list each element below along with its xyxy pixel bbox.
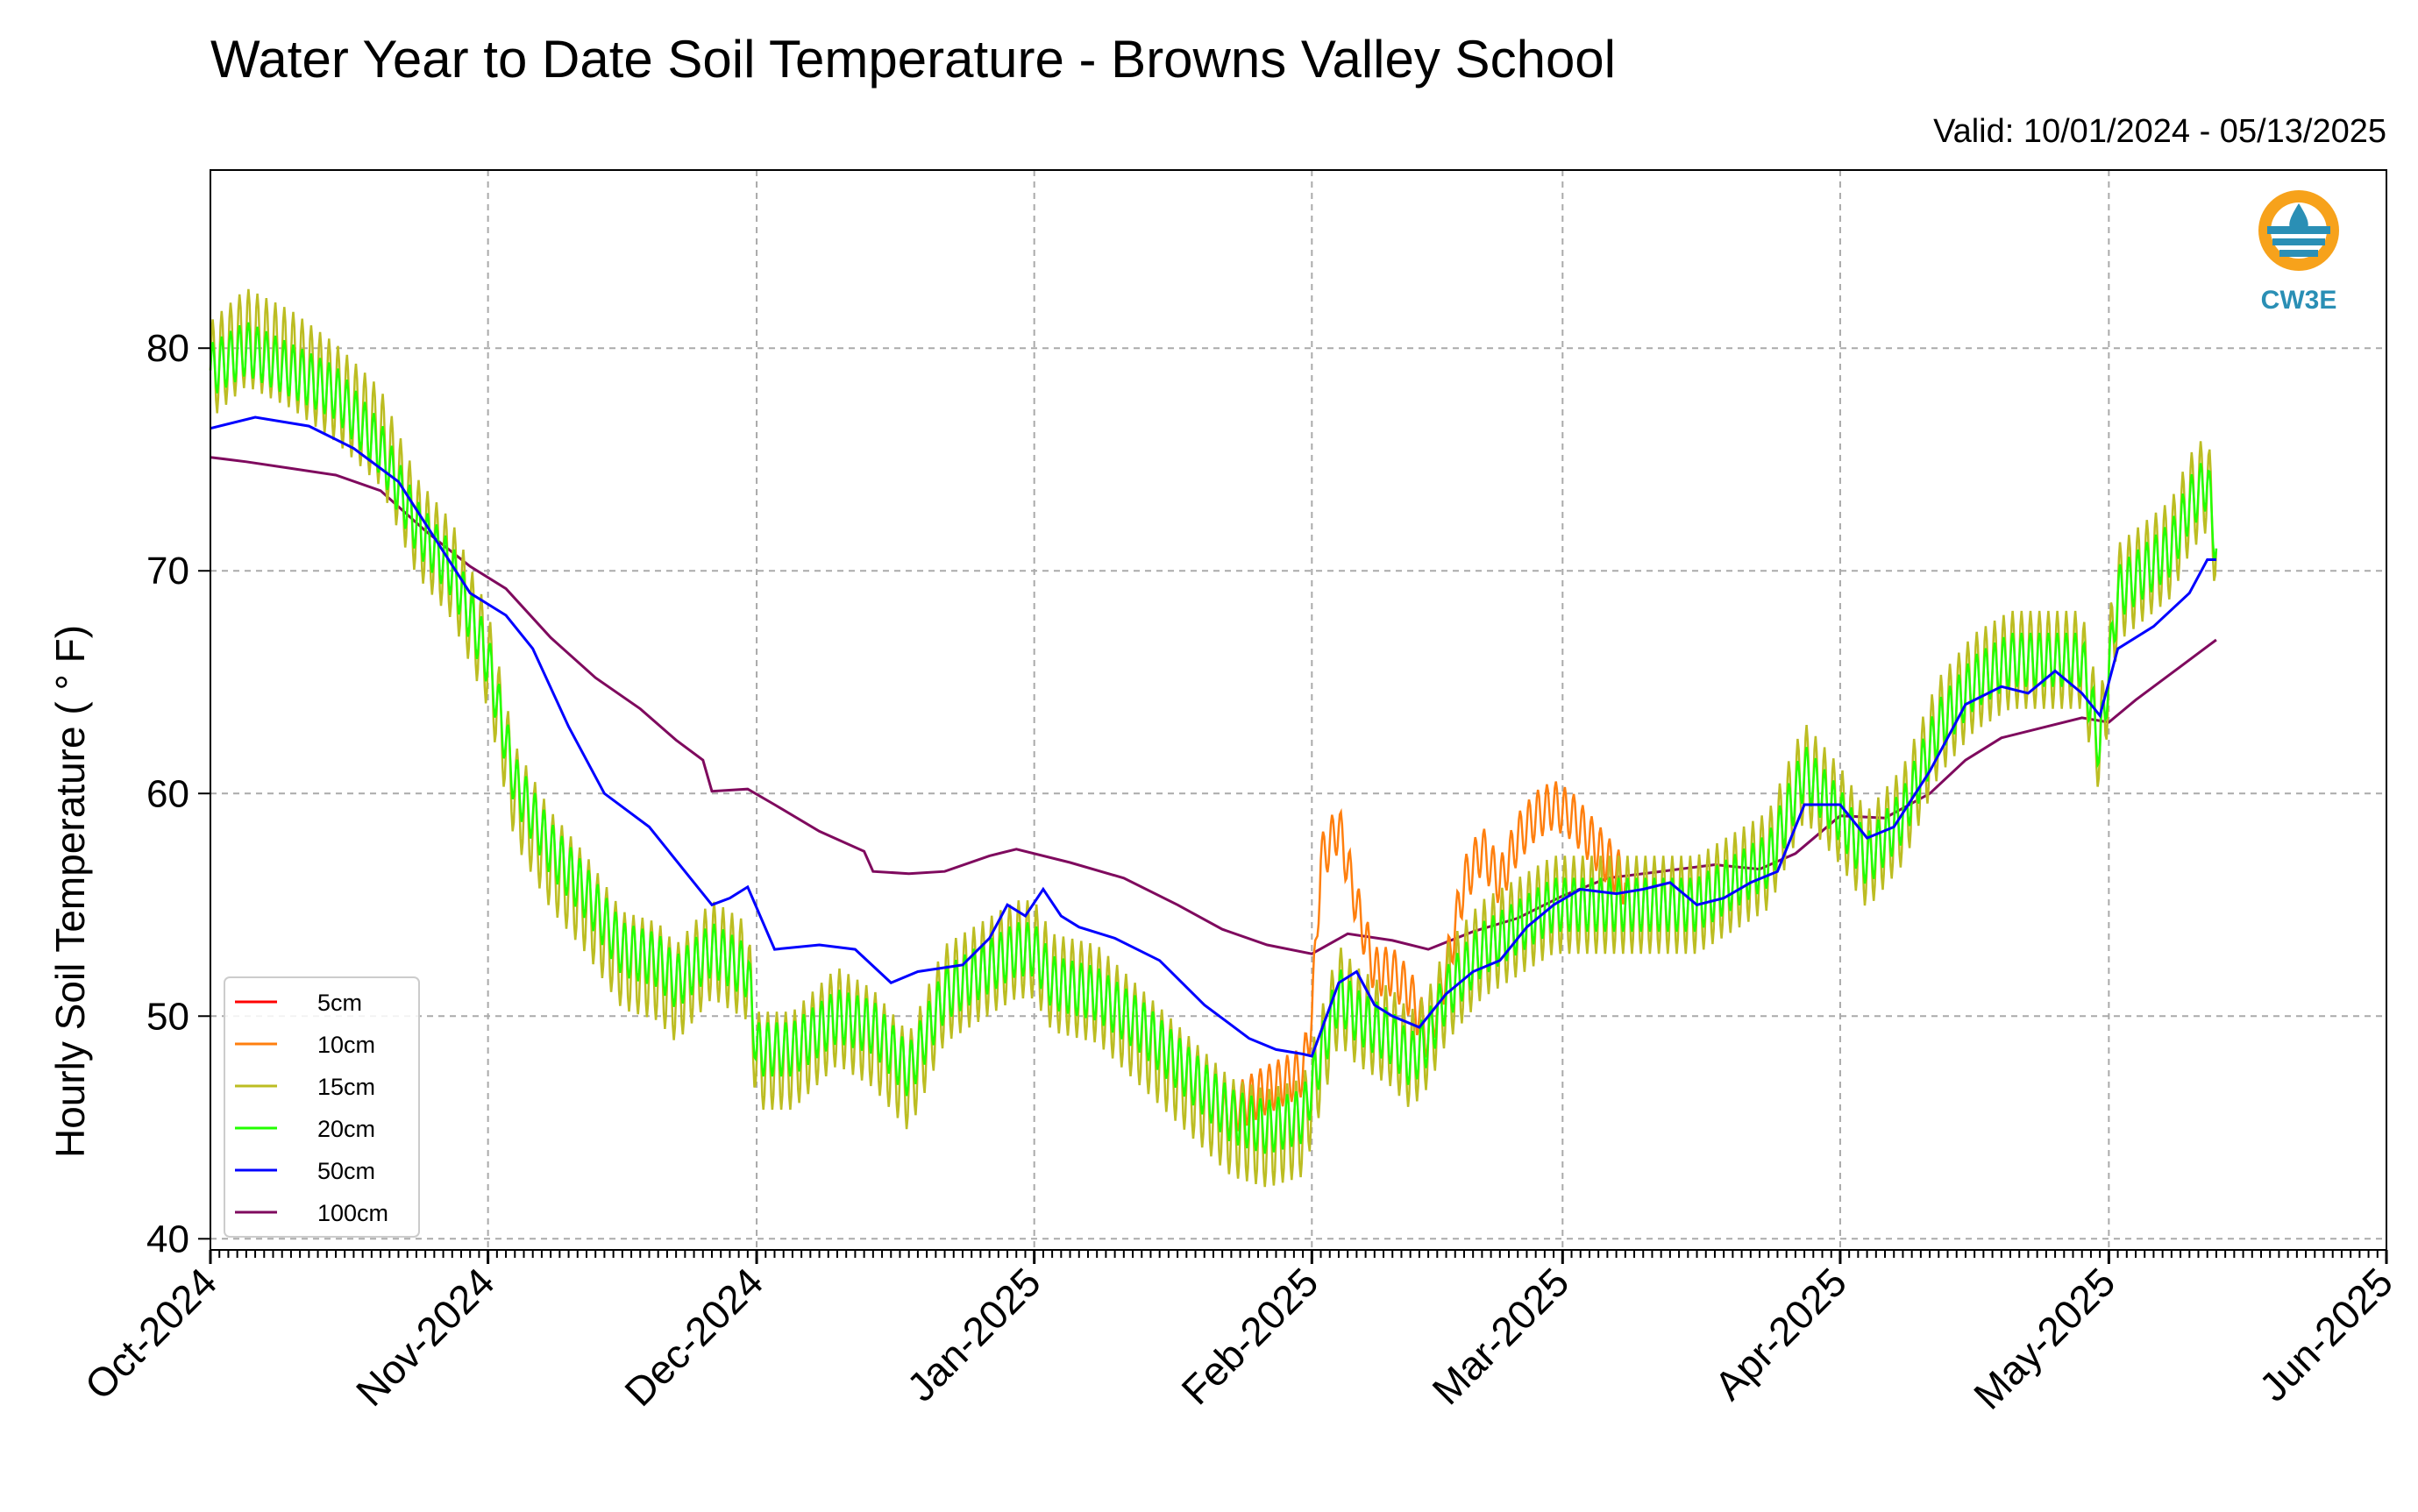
series-line-20cm	[209, 322, 2218, 1154]
valid-range: Valid: 10/01/2024 - 05/13/2025	[1933, 113, 2386, 150]
y-tick-label: 40	[146, 1217, 189, 1260]
y-tick-label: 80	[146, 327, 189, 370]
x-tick-label: Jan-2025	[898, 1259, 1049, 1409]
x-tick-label: Mar-2025	[1423, 1259, 1577, 1413]
legend-label-100cm: 100cm	[317, 1200, 388, 1226]
legend-box	[224, 976, 420, 1238]
x-tick-label: Apr-2025	[1705, 1259, 1855, 1409]
series-line-50cm	[210, 415, 2216, 1058]
logo-text: CW3E	[2261, 286, 2337, 315]
y-tick-label: 60	[146, 772, 189, 815]
axes: 40 50 60 70 80 Oct-2024 Nov-2024 Dec-2024 Jan-20…	[76, 327, 2402, 1418]
legend-label-5cm: 5cm	[317, 990, 362, 1016]
x-tick-label: Nov-2024	[347, 1259, 503, 1415]
series-layer	[209, 288, 2218, 1188]
y-tick-label: 50	[146, 995, 189, 1038]
logo: CW3E	[2258, 190, 2339, 315]
legend-label-20cm: 20cm	[317, 1116, 375, 1142]
series-line-100cm	[210, 456, 2217, 955]
series-line-15cm	[209, 288, 2218, 1188]
y-tick-label: 70	[146, 550, 189, 593]
x-tick-label: Jun-2025	[2251, 1259, 2401, 1409]
legend-label-50cm: 50cm	[317, 1158, 375, 1184]
legend-label-10cm: 10cm	[317, 1032, 375, 1058]
x-tick-label: Feb-2025	[1172, 1259, 1326, 1413]
x-tick-label: Oct-2024	[76, 1259, 226, 1409]
legend: 5cm 10cm 15cm 20cm 50cm 100cm	[224, 976, 420, 1238]
x-tick-label: May-2025	[1965, 1259, 2123, 1417]
chart-title: Water Year to Date Soil Temperature - Br…	[210, 30, 1616, 89]
series-line-10cm	[1220, 781, 1627, 1138]
plot-frame	[210, 169, 2387, 1251]
legend-label-15cm: 15cm	[317, 1074, 375, 1100]
x-tick-label: Dec-2024	[615, 1259, 772, 1415]
y-axis-label: Hourly Soil Temperature ( ° F)	[47, 625, 93, 1158]
